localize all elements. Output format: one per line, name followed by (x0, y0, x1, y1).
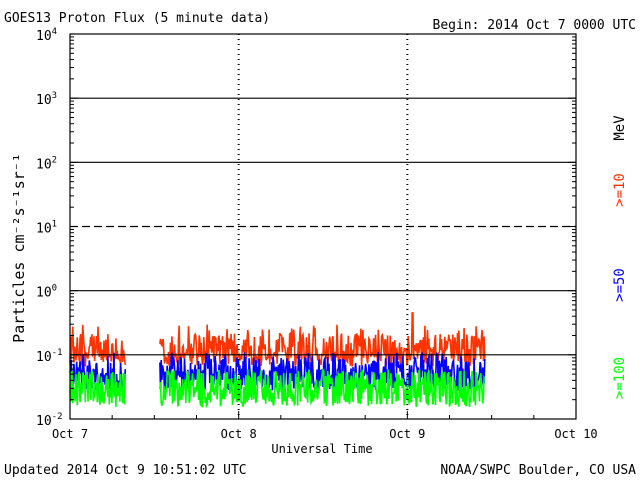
legend: MeV >=10 >=50 >=100 (612, 115, 628, 399)
y-tick-label-4: 102 (36, 155, 57, 172)
credit-text: NOAA/SWPC Boulder, CO USA (440, 463, 636, 478)
x-tick-label-0: Oct 7 (52, 427, 88, 441)
begin-date: Begin: 2014 Oct 7 0000 UTC (433, 18, 637, 33)
series-line-2 (69, 368, 486, 409)
legend-unit: MeV (612, 115, 628, 141)
x-tick-label-1: Oct 8 (221, 427, 257, 441)
legend-label-2: >=100 (612, 357, 628, 399)
x-tick-label-3: Oct 10 (554, 427, 597, 441)
text-layer: GOES13 Proton Flux (5 minute data) Begin… (4, 11, 636, 478)
y-tick-exponent: 3 (52, 91, 57, 101)
y-tick-exponent: 2 (52, 155, 57, 165)
legend-label-0: >=10 (612, 173, 628, 207)
updated-timestamp: Updated 2014 Oct 9 10:51:02 UTC (4, 463, 247, 478)
y-tick-label-6: 104 (36, 27, 57, 44)
y-tick-exponent: -2 (52, 412, 63, 422)
legend-label-1: >=50 (612, 268, 628, 302)
y-tick-exponent: 4 (52, 27, 57, 37)
y-axis-label: Particles cm⁻²s⁻¹sr⁻¹ (10, 153, 28, 343)
chart-title: GOES13 Proton Flux (5 minute data) (4, 11, 270, 26)
series-layer (69, 312, 486, 409)
x-axis-label: Universal Time (271, 442, 372, 456)
y-tick-exponent: -1 (52, 348, 63, 358)
y-tick-label-2: 100 (36, 284, 57, 301)
x-tick-label-2: Oct 9 (389, 427, 425, 441)
y-tick-label-3: 101 (36, 220, 57, 237)
y-tick-label-5: 103 (36, 91, 57, 108)
y-tick-exponent: 0 (52, 284, 57, 294)
y-tick-exponent: 1 (52, 220, 57, 230)
y-tick-label-1: 10-1 (36, 348, 63, 365)
